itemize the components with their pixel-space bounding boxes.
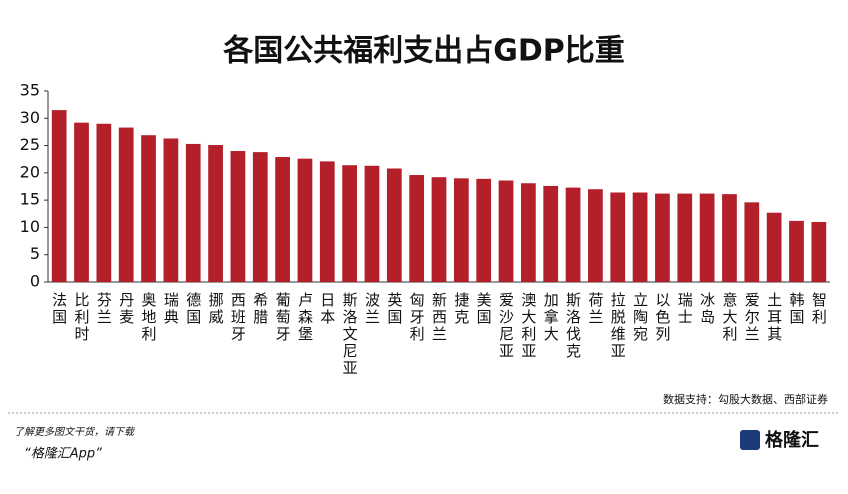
chart-title: 各国公共福利支出占GDP比重 bbox=[222, 34, 625, 69]
footer-prompt: 了解更多图文干货，请下载 bbox=[14, 426, 136, 438]
bar bbox=[588, 189, 603, 282]
y-tick-label: 5 bbox=[30, 244, 40, 263]
bar bbox=[431, 177, 447, 282]
bar bbox=[565, 187, 581, 282]
x-tick-label: 新西兰 bbox=[430, 292, 448, 343]
x-tick-label: 荷兰 bbox=[586, 292, 604, 326]
x-tick-label: 美国 bbox=[475, 292, 493, 326]
bar bbox=[252, 152, 268, 282]
footer-app: “格隆汇App” bbox=[24, 447, 102, 462]
logo-icon bbox=[740, 430, 760, 450]
y-tick-label: 20 bbox=[20, 162, 40, 181]
bar bbox=[632, 192, 648, 282]
x-tick-label: 拉脱维亚 bbox=[609, 292, 627, 360]
bar bbox=[342, 165, 358, 282]
x-tick-label: 日本 bbox=[318, 292, 336, 326]
bar bbox=[699, 193, 715, 282]
x-tick-label: 以色列 bbox=[653, 292, 671, 343]
x-tick-label: 葡萄牙 bbox=[274, 292, 292, 343]
x-tick-label: 爱尔兰 bbox=[743, 292, 761, 343]
bar bbox=[498, 180, 514, 282]
x-tick-label: 冰岛 bbox=[698, 292, 716, 326]
x-tick-label: 芬兰 bbox=[95, 292, 113, 326]
x-tick-label: 奥地利 bbox=[140, 292, 158, 343]
x-tick-label: 西班牙 bbox=[229, 292, 247, 343]
bar bbox=[319, 161, 335, 282]
x-tick-label: 法国 bbox=[50, 292, 68, 326]
bar bbox=[163, 138, 179, 282]
x-tick-label: 斯洛文尼亚 bbox=[341, 292, 359, 377]
bar bbox=[655, 193, 670, 282]
bar bbox=[364, 165, 380, 282]
bar bbox=[677, 193, 693, 282]
bar bbox=[74, 122, 89, 282]
x-tick-label: 澳大利亚 bbox=[519, 292, 537, 360]
logo-text: 格隆汇 bbox=[765, 429, 819, 451]
x-tick-label: 波兰 bbox=[363, 292, 381, 326]
y-tick-label: 15 bbox=[20, 190, 40, 209]
bar bbox=[476, 178, 492, 282]
x-tick-label: 韩国 bbox=[787, 292, 805, 326]
y-tick-label: 30 bbox=[20, 108, 40, 127]
bar bbox=[409, 175, 425, 282]
bar bbox=[118, 127, 134, 282]
bar bbox=[297, 158, 313, 282]
bar bbox=[789, 220, 804, 282]
bar bbox=[744, 202, 760, 282]
bar bbox=[811, 221, 827, 282]
bar bbox=[208, 145, 223, 282]
x-tick-label: 土耳其 bbox=[765, 292, 783, 343]
bar bbox=[520, 183, 536, 282]
bar bbox=[230, 151, 246, 282]
bar bbox=[275, 157, 290, 282]
bar bbox=[722, 194, 737, 282]
x-tick-label: 英国 bbox=[385, 291, 403, 326]
y-tick-label: 0 bbox=[30, 272, 40, 291]
bar bbox=[453, 178, 469, 282]
bar bbox=[766, 212, 782, 282]
y-tick-label: 25 bbox=[20, 135, 40, 154]
x-tick-label: 瑞典 bbox=[162, 292, 180, 326]
x-tick-label: 挪威 bbox=[207, 292, 225, 326]
x-tick-label: 斯洛伐克 bbox=[564, 292, 582, 360]
y-tick-label: 35 bbox=[20, 81, 40, 100]
bar bbox=[141, 135, 156, 282]
x-tick-label: 瑞士 bbox=[676, 292, 694, 326]
x-tick-label: 加拿大 bbox=[542, 292, 560, 343]
bar bbox=[185, 143, 201, 282]
x-tick-label: 爱沙尼亚 bbox=[497, 292, 515, 360]
x-tick-label: 立陶宛 bbox=[631, 292, 649, 343]
x-tick-label: 智利 bbox=[810, 291, 828, 326]
bar bbox=[96, 123, 112, 282]
x-tick-label: 捷克 bbox=[452, 292, 470, 326]
x-tick-label: 比利时 bbox=[73, 292, 91, 343]
bar bbox=[51, 110, 67, 282]
bar bbox=[610, 192, 626, 282]
x-tick-label: 希腊 bbox=[251, 292, 269, 326]
y-tick-label: 10 bbox=[20, 217, 40, 236]
bar bbox=[543, 185, 559, 282]
x-tick-label: 德国 bbox=[184, 291, 202, 326]
x-tick-label: 卢森堡 bbox=[296, 292, 314, 343]
x-tick-label: 匈牙利 bbox=[408, 292, 426, 343]
bar bbox=[386, 168, 402, 282]
x-tick-label: 丹麦 bbox=[117, 292, 135, 326]
source: 数据支持：勾股大数据、西部证券 bbox=[663, 392, 828, 406]
x-tick-label: 意大利 bbox=[720, 291, 738, 343]
